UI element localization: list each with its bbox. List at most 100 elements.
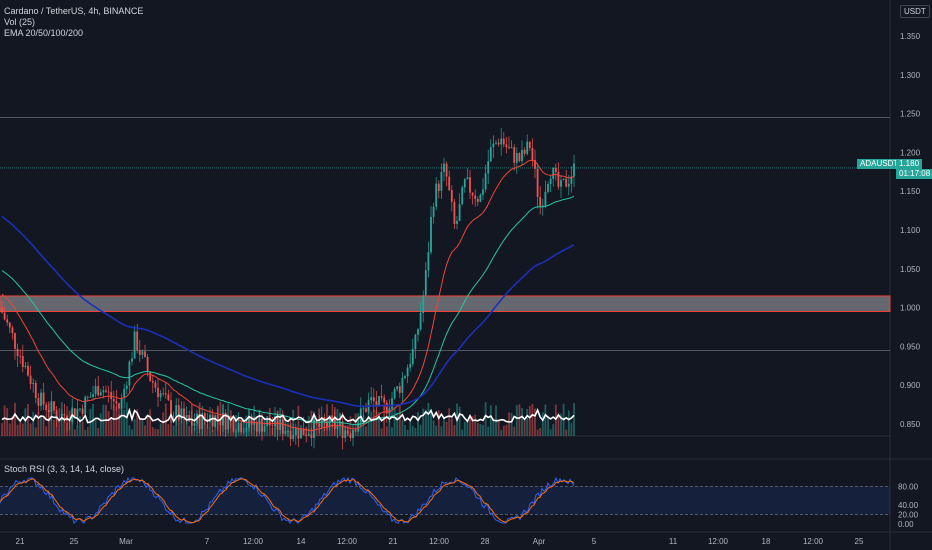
volume-bar	[471, 416, 474, 436]
volume-bar	[526, 408, 529, 436]
candle-body	[198, 413, 201, 429]
currency-button[interactable]: USDT	[900, 5, 930, 18]
volume-bar	[549, 429, 552, 436]
volume-bar	[211, 429, 214, 436]
candle-body	[211, 414, 214, 427]
candle-body	[263, 425, 266, 432]
volume-bar	[76, 425, 79, 436]
volume-bar	[435, 425, 438, 436]
candle-body	[497, 142, 500, 145]
candle-body	[276, 416, 279, 430]
candle-body	[346, 430, 349, 434]
candle-body	[123, 388, 126, 399]
candle-body	[21, 356, 24, 368]
candle-body	[336, 425, 339, 429]
candle-body	[188, 415, 191, 422]
time-tick-label: 12:00	[429, 537, 450, 546]
candle-body	[344, 430, 347, 438]
volume-bar	[430, 408, 432, 436]
candle-body	[385, 402, 388, 414]
ema-legend[interactable]: EMA 20/50/100/200	[4, 28, 84, 38]
time-tick-label: 25	[855, 537, 864, 546]
candle-body	[365, 408, 367, 412]
candle-body	[531, 147, 534, 160]
candle-body	[331, 415, 334, 419]
candle-body	[450, 190, 453, 202]
volume-bar	[463, 421, 466, 436]
candle-body	[40, 392, 42, 406]
candle-body	[138, 350, 141, 355]
volume-bar	[518, 404, 521, 436]
volume-bar	[404, 424, 406, 436]
ema50-line	[1, 195, 575, 426]
candle-body	[541, 205, 544, 207]
stoch-rsi-legend[interactable]: Stoch RSI (3, 3, 14, 14, close)	[4, 464, 125, 474]
candle-body	[552, 167, 555, 179]
time-tick-label: 7	[205, 537, 210, 546]
volume-bar	[14, 402, 16, 436]
candle-body	[242, 431, 245, 433]
candle-body	[310, 434, 313, 438]
candle-body	[523, 149, 526, 154]
ema20-line	[1, 159, 575, 432]
volume-bar	[531, 403, 534, 436]
volume-bar	[242, 418, 245, 436]
candle-body	[157, 387, 159, 398]
volume-bar	[422, 408, 425, 436]
last-price-label: 1.180	[896, 159, 923, 169]
candle-body	[53, 401, 55, 411]
volume-bar	[362, 415, 365, 436]
price-axis[interactable]: 1.350 1.300 1.250 1.200 1.150 1.100 1.050 1.000…	[898, 32, 921, 529]
candle-body	[190, 421, 193, 426]
volume-bar	[453, 425, 456, 436]
volume-bar	[107, 411, 110, 436]
candle-body	[274, 416, 276, 427]
volume-bar	[385, 426, 388, 436]
time-axis[interactable]: 21 25 Mar 7 12:00 14 12:00 21 12:00 28 Apr 5 11 12:00…	[16, 537, 864, 546]
candle-body	[401, 377, 404, 393]
candle-body	[154, 382, 157, 388]
volume-bar	[523, 418, 526, 436]
symbol-title[interactable]: Cardano / TetherUS, 4h, BINANCE	[4, 6, 144, 16]
volume-bar	[474, 414, 477, 436]
volume-bar	[206, 423, 209, 436]
candle-body	[258, 418, 261, 432]
volume-legend[interactable]: Vol (25)	[4, 17, 36, 27]
candle-body	[307, 434, 310, 436]
candle-body	[47, 410, 50, 413]
volume-bar	[310, 410, 313, 436]
candle-body	[42, 392, 45, 405]
candle-body	[284, 430, 287, 434]
volume-bar	[136, 409, 139, 436]
candle-body	[432, 206, 435, 217]
volume-bar	[510, 412, 513, 436]
volume-bar	[391, 427, 393, 436]
candle-body	[14, 333, 16, 349]
volume-bar	[157, 429, 159, 436]
candle-body	[55, 410, 58, 420]
candle-body	[313, 419, 315, 438]
candle-body	[528, 141, 531, 148]
candle-body	[292, 435, 295, 439]
volume-bar	[32, 411, 35, 436]
time-tick-label: 5	[592, 537, 597, 546]
candle-body	[289, 430, 292, 439]
volume-bar	[409, 418, 412, 436]
volume-ma-line	[1, 407, 575, 424]
candle-body	[193, 423, 196, 426]
candle-body	[92, 394, 94, 397]
price-tick-label: 0.850	[900, 420, 921, 429]
volume-bar	[393, 407, 396, 436]
candle-body	[6, 319, 9, 323]
candle-body	[469, 177, 471, 193]
candle-body	[562, 178, 565, 181]
volume-bar	[84, 429, 87, 436]
candle-body	[409, 364, 412, 368]
candle-body	[110, 392, 113, 400]
volume-bar	[497, 420, 500, 436]
candle-body	[435, 183, 438, 207]
candle-body	[253, 421, 256, 425]
candle-body	[406, 367, 409, 377]
volume-bar	[401, 420, 404, 436]
